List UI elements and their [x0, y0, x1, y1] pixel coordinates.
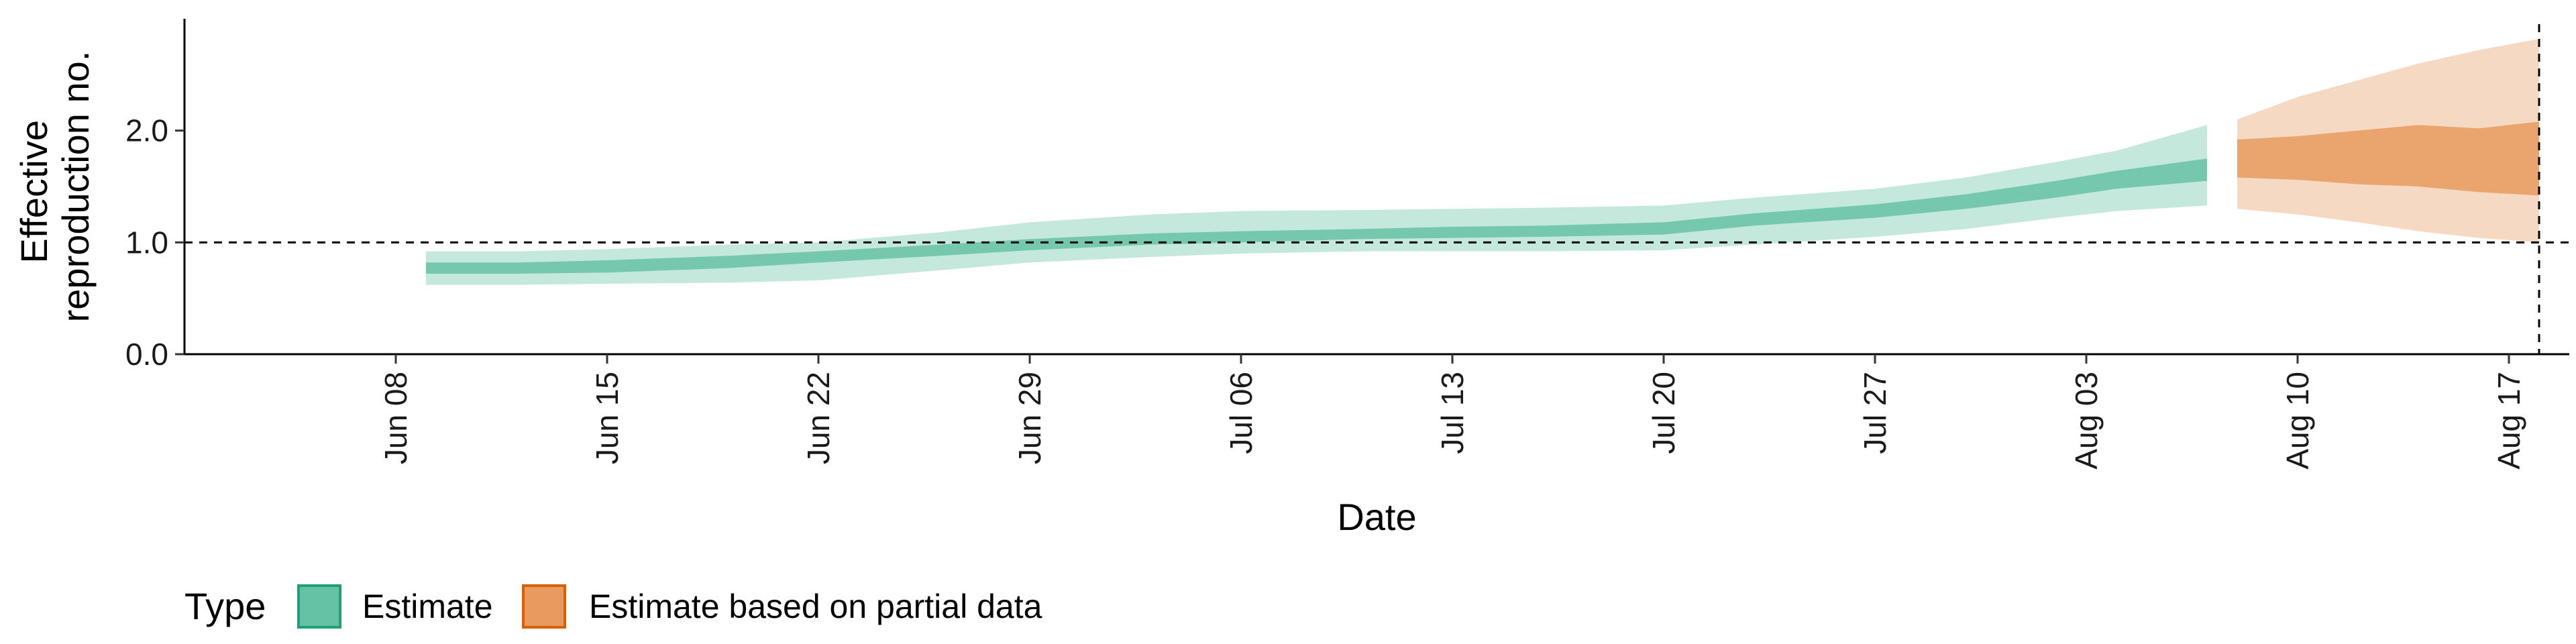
series-0-band-50 [426, 158, 2207, 274]
reference-lines [184, 24, 2569, 354]
x-tick-label: Jun 08 [378, 372, 413, 464]
series-1-band-50 [2237, 121, 2539, 196]
y-axis-title-line-1: Effective [13, 120, 55, 264]
legend-label-partial: Estimate based on partial data [589, 588, 1042, 625]
y-tick-label: 2.0 [125, 113, 168, 148]
legend-key-estimate [297, 584, 341, 629]
series-0-band-90 [426, 125, 2207, 285]
legend-title: Type [184, 585, 266, 627]
x-tick-label: Jul 27 [1858, 372, 1892, 454]
band-layer [426, 39, 2539, 285]
x-tick-label: Jun 29 [1012, 372, 1047, 464]
x-tick-label: Aug 10 [2280, 372, 2315, 470]
x-tick-label: Jul 06 [1224, 372, 1258, 454]
legend-key-partial [522, 584, 566, 629]
x-axis-title: Date [1337, 496, 1416, 538]
x-tick-label: Jun 15 [590, 372, 625, 464]
x-tick-label: Aug 03 [2069, 372, 2104, 470]
x-tick-label: Jun 22 [801, 372, 836, 464]
legend: Type Estimate Estimate based on partial … [184, 584, 1042, 629]
x-tick-label: Aug 17 [2491, 372, 2526, 470]
legend-label-estimate: Estimate [362, 588, 493, 625]
x-tick-label: Jul 20 [1646, 372, 1681, 454]
y-axis-title: Effective reproduction no. [13, 51, 97, 323]
x-tick-label: Jul 13 [1435, 372, 1470, 454]
axes: 0.0 1.0 2.0 Jun 08 Jun 15 Jun 22 Jun 29 Jul 06 J… [125, 19, 2569, 470]
y-tick-label: 1.0 [125, 225, 168, 260]
y-tick-label: 0.0 [125, 337, 168, 372]
y-axis-title-line-2: reproduction no. [54, 51, 97, 323]
